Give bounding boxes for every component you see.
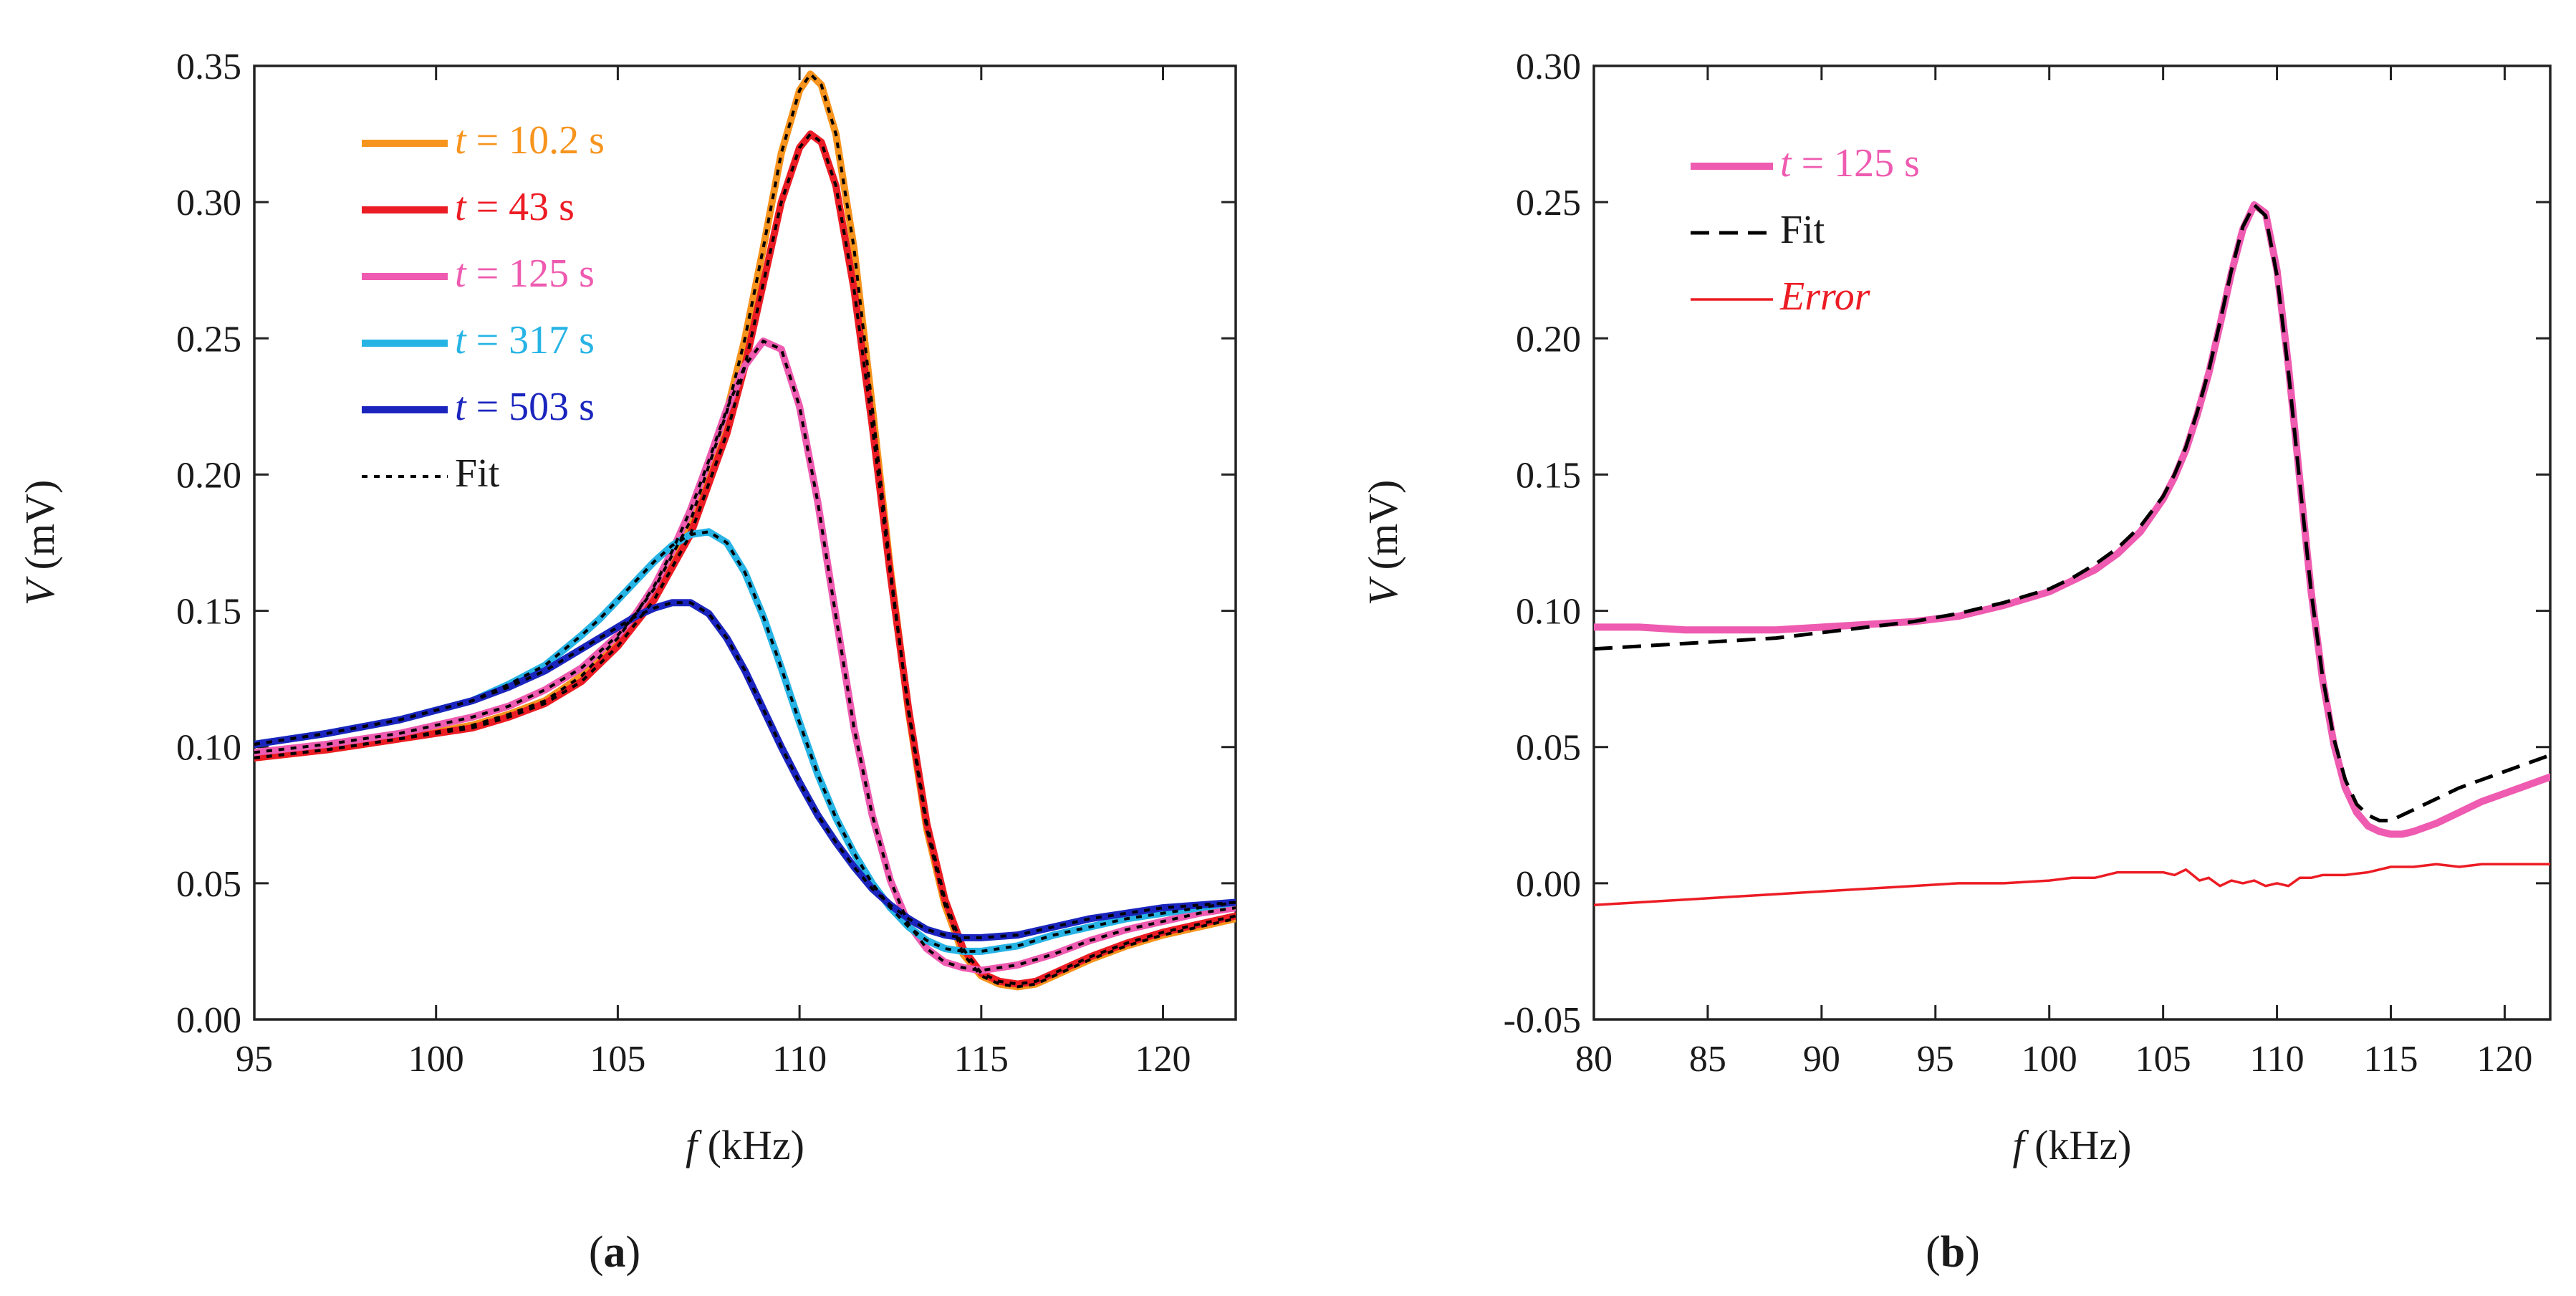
series-line-3 (1594, 863, 2550, 907)
fit-line-3 (254, 339, 1236, 972)
y-tick-label: 0.15 (176, 592, 241, 633)
y-axis-label: V (mV) (16, 480, 63, 606)
legend-label: t = 43 s (455, 185, 575, 229)
y-tick-label: 0.15 (1516, 455, 1581, 496)
x-tick-label: 115 (954, 1039, 1009, 1080)
x-tick-label: 95 (236, 1039, 273, 1080)
y-tick-label: 0.10 (1516, 592, 1581, 633)
x-tick-label: 80 (1575, 1039, 1613, 1080)
legend-label: t = 503 s (455, 385, 595, 429)
panel-label: (b) (1926, 1228, 1980, 1277)
x-tick-label: 110 (772, 1039, 827, 1080)
panel-label: (a) (589, 1228, 640, 1277)
x-axis-label: f (kHz) (686, 1122, 804, 1168)
x-tick-label: 85 (1689, 1039, 1726, 1080)
y-tick-label: 0.25 (1516, 183, 1581, 224)
y-tick-label: 0.30 (176, 183, 241, 224)
x-tick-label: 120 (2476, 1039, 2532, 1080)
y-axis-label: V (mV) (1360, 480, 1406, 606)
fit-line-5 (254, 601, 1236, 939)
legend-label: t = 125 s (1780, 141, 1920, 186)
y-tick-label: 0.00 (1516, 864, 1581, 905)
legend-label: Error (1779, 274, 1870, 319)
x-tick-label: 110 (2250, 1039, 2305, 1080)
legend-label: t = 10.2 s (455, 118, 605, 163)
panel-a-chart: 95 100 105 110 115 120 0.00 0.05 0.10 0.15 0.20 0.2… (16, 47, 1237, 1277)
legend-label: Fit (455, 451, 500, 496)
x-tick-label: 100 (408, 1039, 464, 1080)
x-tick-label: 120 (1135, 1039, 1191, 1080)
x-tick-label: 95 (1917, 1039, 1954, 1080)
series-line-3 (254, 337, 1236, 974)
y-tick-label: 0.20 (176, 455, 241, 496)
y-tick-label: 0.05 (176, 864, 241, 905)
plot-frame (253, 64, 1237, 1021)
series-line-5 (254, 599, 1236, 941)
x-axis-label: f (kHz) (2013, 1122, 2132, 1168)
legend-label: t = 125 s (455, 251, 595, 296)
series-line-2 (1594, 203, 2550, 822)
y-tick-label: 0.10 (176, 728, 241, 769)
y-tick-label: 0.20 (1516, 319, 1581, 360)
y-tick-label: 0.00 (176, 1000, 241, 1041)
y-tick-label: -0.05 (1504, 1000, 1581, 1041)
plot-frame (1592, 64, 2552, 1021)
x-tick-label: 105 (2135, 1039, 2191, 1080)
x-tick-label: 115 (2363, 1039, 2418, 1080)
fit-line-4 (254, 530, 1236, 953)
x-tick-label: 100 (2022, 1039, 2077, 1080)
fit-line-1 (254, 72, 1236, 989)
legend-label: t = 317 s (455, 318, 595, 363)
x-tick-label: 105 (590, 1039, 645, 1080)
legend-label: Fit (1780, 208, 1825, 252)
y-tick-label: 0.25 (176, 319, 241, 360)
series-line-2 (254, 130, 1236, 988)
panel-b-chart: 80 85 90 95 100 105 110 115 120 -0.05 0.00 0.05 0.10… (1360, 47, 2552, 1277)
plot-area (254, 70, 1236, 991)
fit-line-2 (254, 132, 1236, 986)
plot-area (1594, 201, 2550, 907)
y-tick-label: 0.35 (176, 47, 241, 87)
legend: t = 10.2 s t = 43 s t = 125 s t = 317 s t = … (362, 118, 605, 496)
x-tick-label: 90 (1803, 1039, 1840, 1080)
legend: t = 125 s Fit Error (1691, 141, 1920, 319)
y-tick-label: 0.05 (1516, 728, 1581, 769)
y-tick-label: 0.30 (1516, 47, 1581, 87)
